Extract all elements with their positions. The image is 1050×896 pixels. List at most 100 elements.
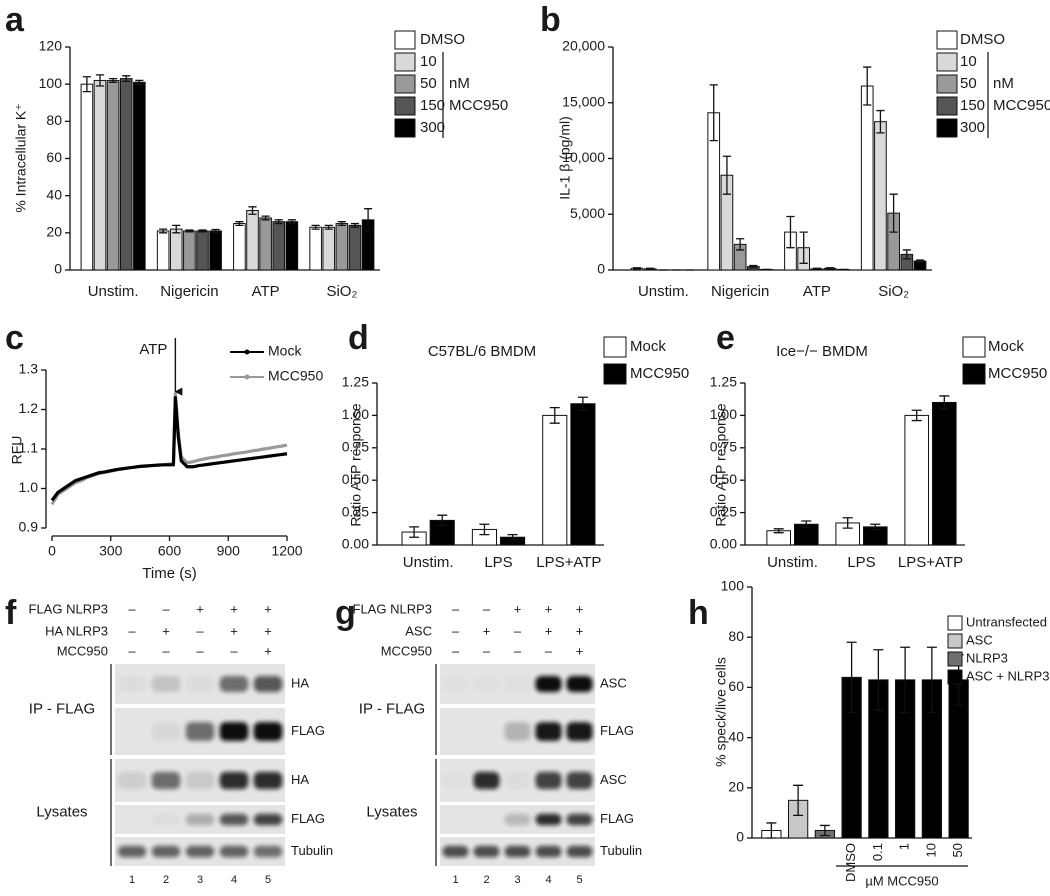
legend-label: 50 — [420, 75, 437, 92]
condition-label: ASC — [405, 623, 432, 638]
legend-swatch — [603, 363, 627, 385]
condition-label: HA NLRP3 — [45, 623, 108, 638]
bar — [156, 230, 170, 271]
y-tick-label: 20 — [728, 779, 744, 795]
lane-number: 4 — [545, 874, 551, 886]
row-label: FLAG — [291, 723, 325, 738]
x-tick-label: 300 — [99, 543, 123, 559]
lane-number: 1 — [129, 874, 135, 886]
lane-number: 3 — [197, 874, 203, 886]
bar — [322, 226, 336, 271]
condition-sign: + — [196, 601, 204, 616]
y-tick-label: 1.25 — [342, 374, 369, 390]
error-bar — [248, 206, 257, 215]
y-tick-label: 100 — [39, 75, 63, 91]
blot-band — [535, 813, 562, 826]
error-bar — [350, 222, 360, 228]
error-bar — [632, 267, 642, 270]
legend-swatch — [947, 633, 963, 649]
error-bar — [135, 79, 144, 85]
blot-band — [185, 813, 215, 826]
panel-letter: h — [688, 594, 709, 632]
legend-swatch — [947, 669, 963, 685]
x-tick-label: LPS — [484, 554, 512, 571]
error-bar — [311, 224, 320, 230]
error-bar — [812, 267, 821, 271]
y-tick-label: 5,000 — [570, 205, 605, 221]
blot-band — [185, 771, 215, 790]
bar — [904, 414, 930, 546]
legend-swatch — [947, 615, 963, 631]
legend-label: Mock — [268, 343, 302, 359]
legend-label: MCC950 — [268, 368, 323, 384]
x-tick-label: 0 — [48, 543, 56, 559]
bar — [335, 223, 349, 271]
bar — [106, 79, 120, 271]
legend-swatch — [936, 52, 958, 72]
x-tick-label: 600 — [158, 543, 182, 559]
y-tick-label: 0.75 — [710, 439, 737, 455]
blot-band — [219, 845, 249, 858]
blot-band — [253, 845, 283, 858]
error-bar — [549, 406, 560, 424]
error-bar — [95, 74, 105, 87]
blot-band — [151, 676, 181, 692]
bar — [874, 121, 887, 271]
x-tick-label: DMSO — [843, 843, 858, 882]
row-label: ASC — [600, 675, 627, 690]
blot-band — [219, 813, 249, 826]
condition-sign: – — [483, 643, 491, 658]
condition-sign: + — [576, 623, 584, 638]
blot-band — [566, 813, 593, 826]
error-bar — [749, 264, 758, 269]
y-tick-label: 20 — [46, 224, 62, 240]
legend-swatch — [394, 52, 416, 72]
error-bar — [773, 528, 784, 534]
legend-unit: nM — [449, 75, 470, 92]
legend-group: MCC950 — [449, 97, 508, 114]
error-bar — [479, 523, 490, 536]
blot-band — [117, 771, 147, 790]
error-bar — [911, 409, 922, 422]
condition-sign: + — [162, 623, 170, 638]
section-label: IP - FLAG — [29, 700, 95, 717]
condition-sign: – — [162, 601, 170, 616]
y-tick-label: 0.25 — [342, 503, 369, 519]
legend-label: ASC + NLRP3 — [966, 668, 1049, 683]
legend-label: 150 — [960, 97, 985, 114]
error-bar — [939, 395, 950, 410]
blot-band — [473, 676, 499, 692]
chart-title: C57BL/6 BMDM — [428, 343, 536, 360]
y-tick-label: 0.00 — [342, 536, 369, 552]
lane-number: 1 — [452, 874, 458, 886]
bar — [169, 228, 183, 271]
row-label: HA — [291, 675, 309, 690]
bar — [183, 230, 196, 271]
condition-sign: + — [514, 601, 522, 616]
blot-band — [253, 813, 283, 826]
legend-swatch — [394, 118, 416, 138]
condition-sign: + — [230, 601, 238, 616]
error-bar — [364, 208, 373, 232]
row-label: FLAG — [291, 811, 325, 826]
y-tick-label: 60 — [46, 149, 62, 165]
y-tick-label: 0.50 — [342, 471, 369, 487]
y-tick-label: 0 — [54, 261, 62, 277]
y-tick-label: 1.25 — [710, 374, 737, 390]
error-bar — [409, 526, 420, 538]
bar — [285, 221, 299, 271]
x-tick-label: Unstim. — [88, 283, 139, 300]
blot-band — [566, 676, 593, 692]
x-tick-label: 900 — [217, 543, 241, 559]
legend-unit: nM — [993, 75, 1014, 92]
y-axis-label: IL-1 β (pg/ml) — [557, 116, 573, 200]
data-line — [50, 392, 288, 506]
condition-sign: + — [264, 643, 272, 658]
legend-label: Mock — [988, 338, 1024, 355]
bar — [932, 401, 957, 546]
x-tick-label: Unstim. — [638, 283, 689, 300]
y-axis-label: % speck/live cells — [713, 657, 729, 767]
blot-band — [504, 676, 530, 692]
condition-sign: – — [483, 601, 491, 616]
legend-label: DMSO — [420, 31, 465, 48]
